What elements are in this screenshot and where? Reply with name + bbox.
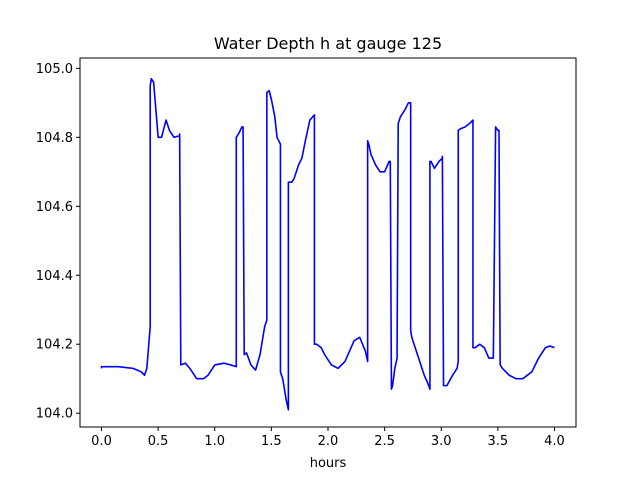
y-tick-label: 104.6 [36, 200, 73, 215]
series-line-group [100, 77, 555, 411]
y-tick-label: 105.0 [36, 62, 73, 77]
series-line-0 [100, 77, 555, 411]
y-tick-label: 104.4 [36, 269, 73, 284]
x-tick-label: 4.0 [544, 434, 565, 449]
x-tick-label: 3.5 [488, 434, 509, 449]
x-tick-label: 0.0 [91, 434, 112, 449]
plot-frame [79, 57, 577, 428]
chart-title: Water Depth h at gauge 125 [214, 34, 442, 53]
y-tick-label: 104.0 [36, 407, 73, 422]
x-tick-label: 0.5 [148, 434, 169, 449]
x-tick-label: 1.5 [261, 434, 282, 449]
y-tick-label: 104.8 [36, 131, 73, 146]
x-tick-label: 1.0 [204, 434, 225, 449]
x-tick-label: 2.0 [318, 434, 339, 449]
y-tick-label: 104.2 [36, 338, 73, 353]
x-axis-label: hours [310, 456, 347, 471]
x-tick-label: 3.0 [431, 434, 452, 449]
x-tick-label: 2.5 [374, 434, 395, 449]
y-axis-ticks: 104.0 104.2 104.4 104.6 104.8 105.0 [36, 62, 80, 422]
x-axis-ticks: 0.0 0.5 1.0 1.5 2.0 2.5 3.0 3.5 4.0 [91, 427, 565, 449]
